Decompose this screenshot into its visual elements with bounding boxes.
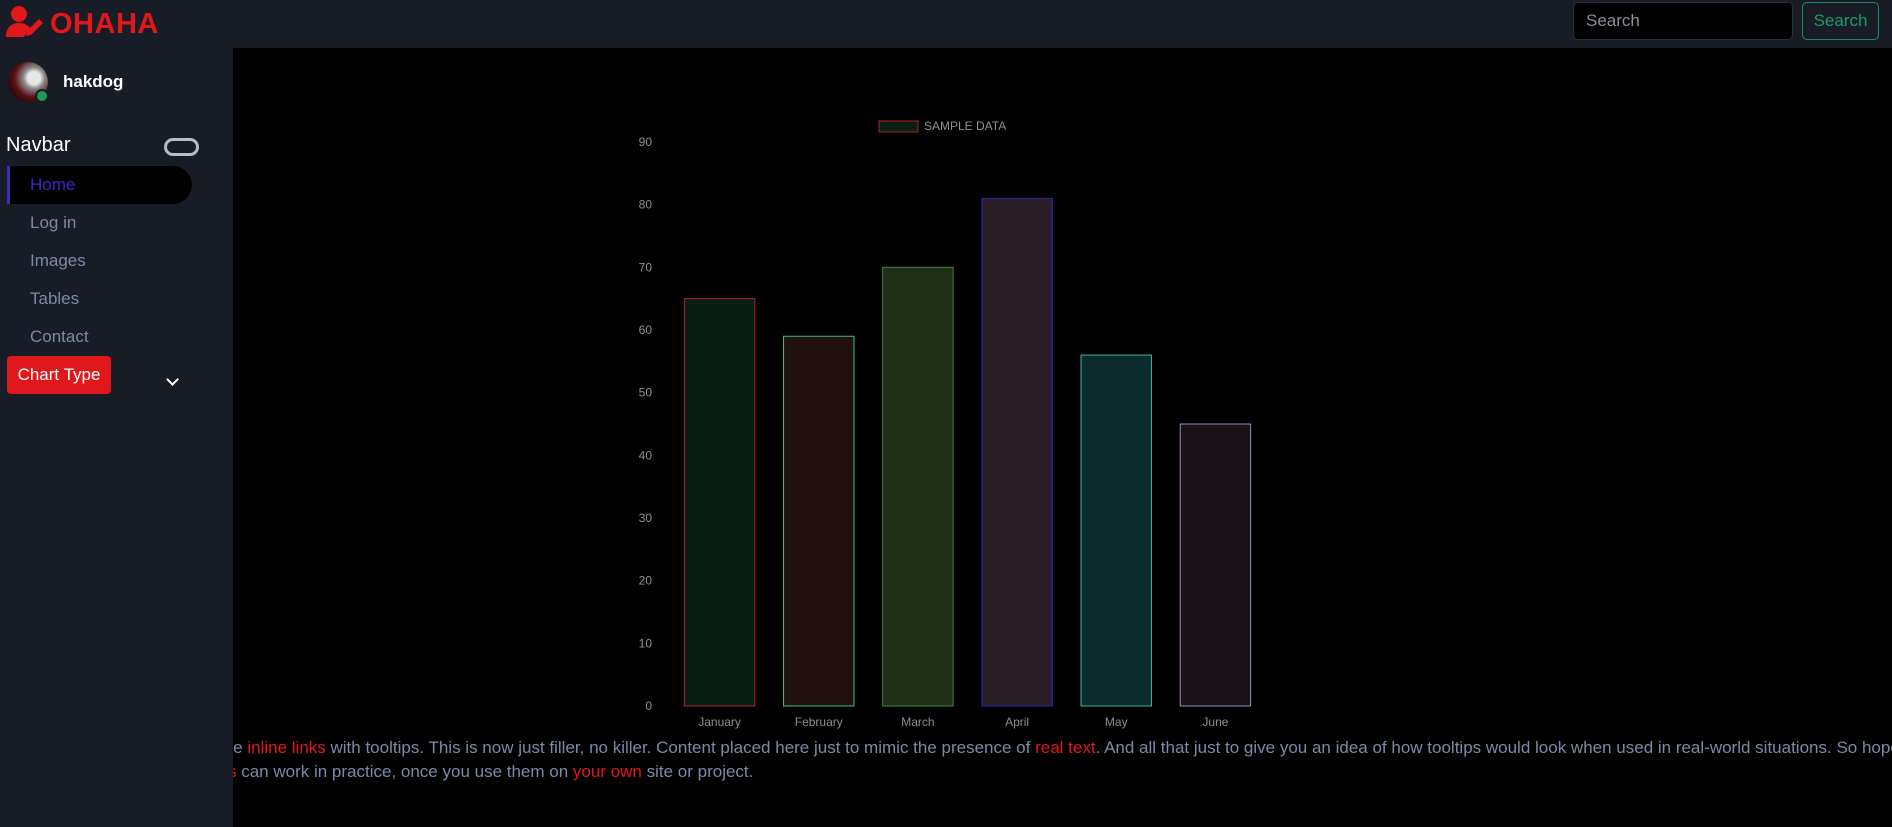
legend-swatch bbox=[878, 120, 919, 133]
y-tick-label: 0 bbox=[645, 699, 652, 713]
paragraph-text: with tooltips. This is now just filler, … bbox=[325, 738, 1036, 757]
sidebar-toggle[interactable] bbox=[164, 138, 199, 156]
y-tick-label: 20 bbox=[639, 574, 653, 588]
sidebar-item-home[interactable]: Home bbox=[7, 166, 192, 204]
y-tick-label: 30 bbox=[639, 511, 653, 525]
chart-type-dropdown-button[interactable]: Chart Type bbox=[7, 356, 111, 394]
user-edit-icon bbox=[6, 5, 44, 44]
x-tick-label: March bbox=[901, 715, 934, 729]
brand[interactable]: OHAHA bbox=[6, 5, 159, 44]
paragraph-text: can work in practice, once you use them … bbox=[236, 762, 573, 781]
bar-chart: 0 10 20 30 40 50 60 70 80 90 January February March A… bbox=[639, 119, 1252, 729]
chevron-down-icon[interactable] bbox=[166, 373, 179, 386]
paragraph-text: site or project. bbox=[641, 762, 754, 781]
bar-april[interactable] bbox=[981, 197, 1053, 707]
sidebar-item-images[interactable]: Images bbox=[30, 251, 86, 270]
bar-march[interactable] bbox=[882, 266, 954, 707]
y-tick-label: 40 bbox=[639, 448, 653, 462]
paragraph-line-1: me inline links with tooltips. This is n… bbox=[233, 736, 1892, 760]
filler-paragraph: me inline links with tooltips. This is n… bbox=[233, 736, 1892, 788]
bar-june[interactable] bbox=[1179, 423, 1252, 707]
bar-february[interactable] bbox=[783, 335, 855, 707]
sidebar-item-contact[interactable]: Contact bbox=[30, 327, 89, 346]
sidebar-title: Navbar bbox=[6, 134, 71, 156]
bar-january[interactable] bbox=[683, 298, 756, 707]
chart-container: 0 10 20 30 40 50 60 70 80 90 January February March A… bbox=[233, 48, 1892, 738]
bar-may[interactable] bbox=[1080, 354, 1152, 707]
paragraph-line-2: s can work in practice, once you use the… bbox=[233, 760, 753, 784]
y-tick-label: 90 bbox=[639, 135, 653, 149]
inline-link[interactable]: inline links bbox=[247, 738, 326, 757]
sidebar-item-log-in[interactable]: Log in bbox=[30, 213, 77, 232]
legend-label[interactable]: SAMPLE DATA bbox=[924, 119, 1006, 133]
brand-name: OHAHA bbox=[50, 7, 159, 40]
y-tick-label: 10 bbox=[639, 636, 653, 650]
inline-link[interactable]: s bbox=[233, 762, 237, 781]
x-tick-label: June bbox=[1202, 715, 1228, 729]
y-tick-label: 70 bbox=[639, 260, 653, 274]
search-button[interactable]: Search bbox=[1802, 2, 1879, 40]
top-navbar: OHAHA Search bbox=[0, 0, 1892, 48]
x-tick-label: February bbox=[795, 715, 843, 729]
x-tick-label: May bbox=[1105, 715, 1128, 729]
sidebar-item-tables[interactable]: Tables bbox=[30, 289, 80, 308]
inline-link[interactable]: your own bbox=[572, 762, 642, 781]
search-input[interactable] bbox=[1573, 2, 1793, 40]
y-tick-label: 60 bbox=[639, 323, 653, 337]
paragraph-text: . And all that just to give you an idea … bbox=[1095, 738, 1892, 757]
y-tick-label: 50 bbox=[639, 386, 653, 400]
avatar[interactable] bbox=[8, 62, 49, 103]
sidebar: hakdog Navbar Home Log in Images Tables … bbox=[0, 48, 233, 827]
inline-link[interactable]: real text bbox=[1035, 738, 1096, 757]
x-tick-label: April bbox=[1005, 715, 1029, 729]
y-tick-label: 80 bbox=[639, 198, 653, 212]
username: hakdog bbox=[63, 72, 124, 91]
paragraph-text: me bbox=[233, 738, 243, 757]
x-tick-label: January bbox=[698, 715, 741, 729]
online-status-indicator bbox=[35, 89, 49, 103]
